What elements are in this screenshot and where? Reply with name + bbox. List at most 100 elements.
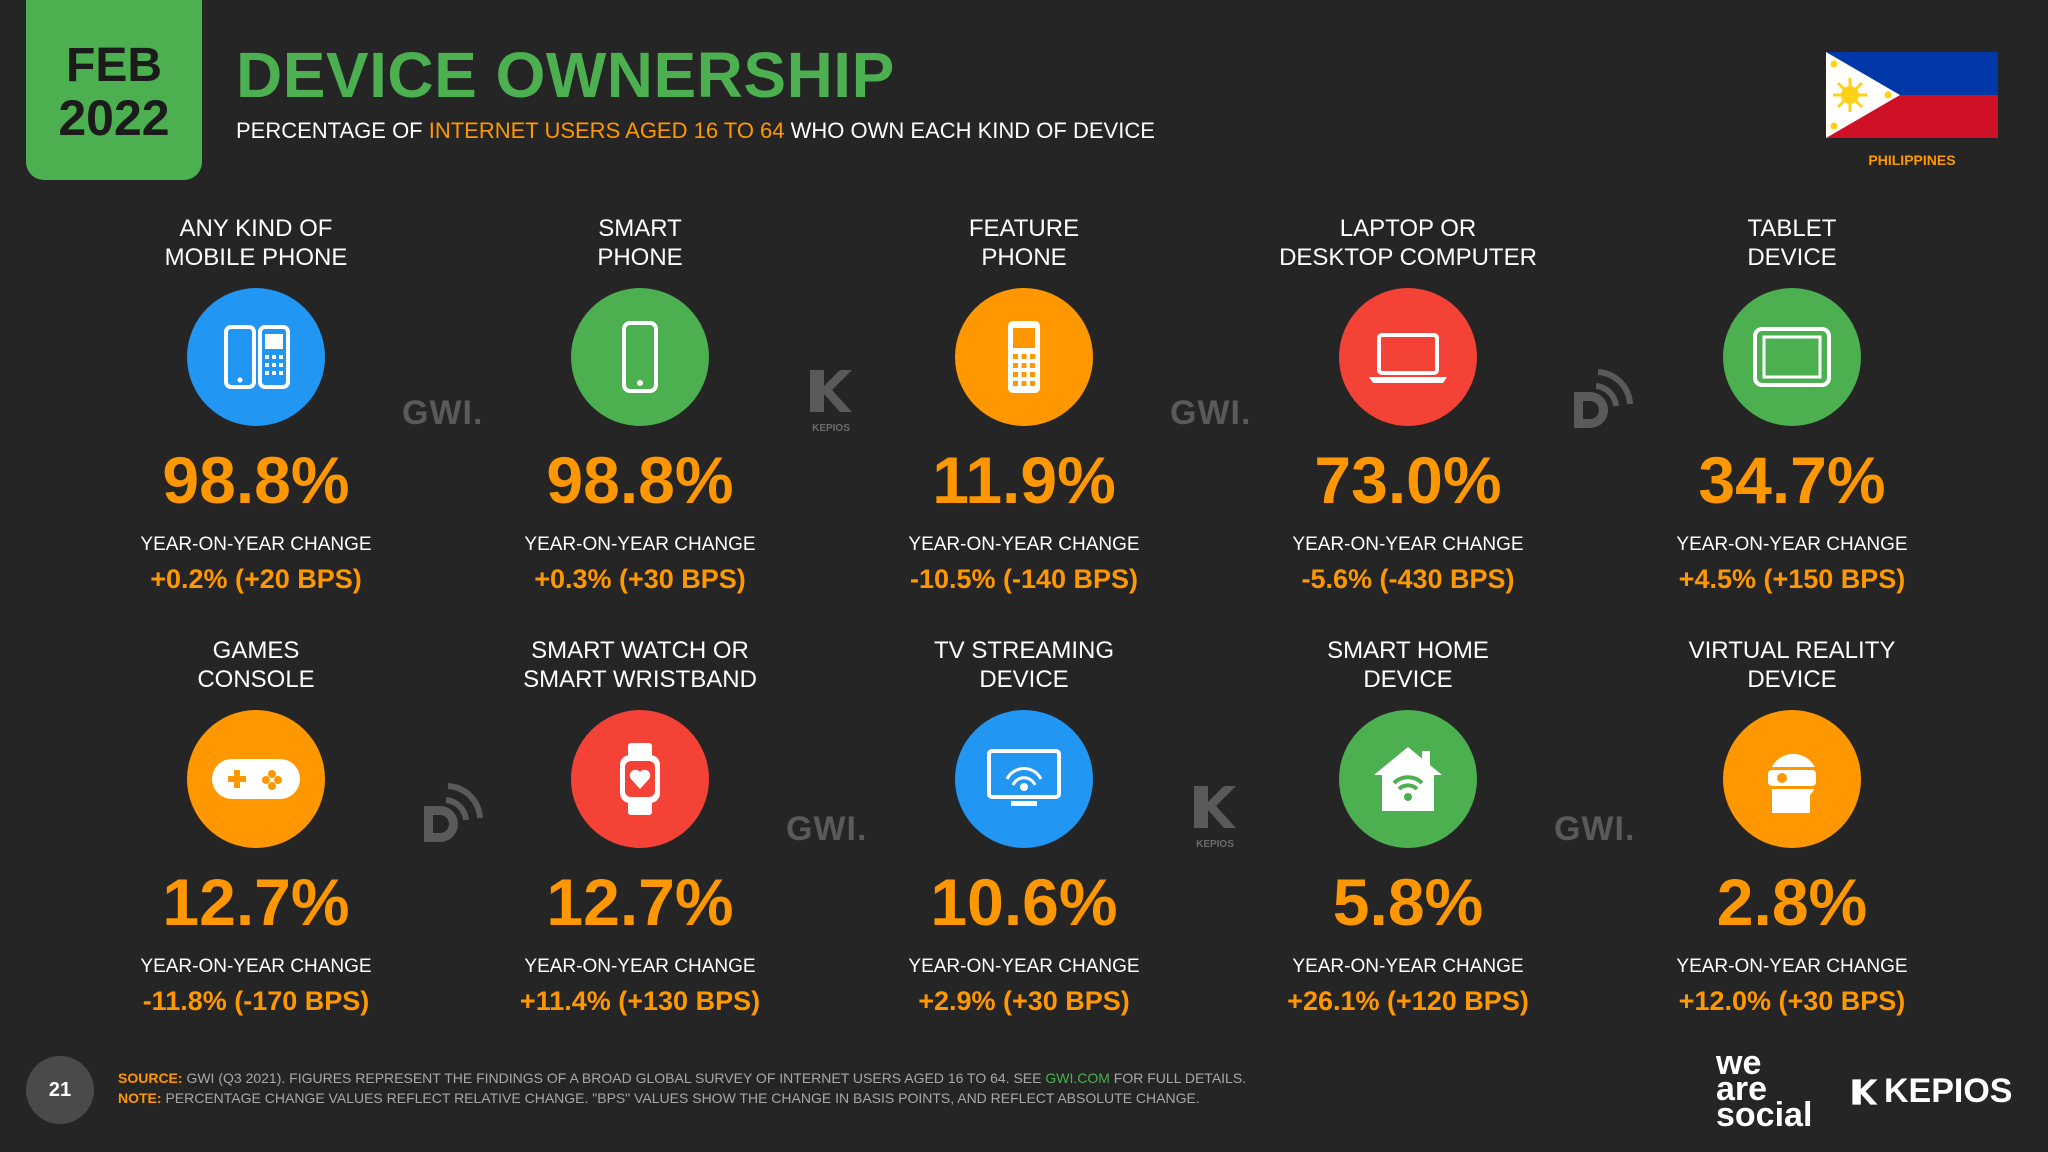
card-mobile-phone: ANY KIND OF MOBILE PHONE 98.8% YEAR-ON-Y… [64, 214, 448, 595]
kepios-watermark-text: KEPIOS [1196, 839, 1234, 850]
card-label: TABLET DEVICE [1600, 214, 1984, 272]
yoy-value: -5.6% (-430 BPS) [1301, 564, 1515, 594]
card-virtual-reality: VIRTUAL REALITY DEVICE 2.8% YEAR-ON-YEAR… [1600, 636, 1984, 1017]
card-label-line: DEVICE [1363, 666, 1453, 693]
source-key: SOURCE: [118, 1070, 183, 1086]
card-games-console: GAMES CONSOLE 12.7% YEAR-ON-YEAR CHANGE … [64, 636, 448, 1017]
card-label: SMART PHONE [448, 214, 832, 272]
yoy-label: YEAR-ON-YEAR CHANGE [524, 534, 756, 555]
card-label: SMART WATCH OR SMART WRISTBAND [448, 636, 832, 694]
card-label-line: MOBILE PHONE [164, 244, 348, 271]
card-label-line: TABLET [1747, 215, 1837, 242]
yoy-value: +0.2% (+20 BPS) [150, 564, 362, 594]
card-value: 34.7% [1698, 443, 1886, 517]
date-badge: FEB 2022 [26, 0, 202, 180]
tablet-icon [1723, 288, 1861, 426]
card-label: GAMES CONSOLE [64, 636, 448, 694]
yoy-label: YEAR-ON-YEAR CHANGE [140, 956, 372, 977]
card-label-line: PHONE [981, 244, 1067, 271]
card-smartphone: SMART PHONE 98.8% YEAR-ON-YEAR CHANGE +0… [448, 214, 832, 595]
yoy-value: -10.5% (-140 BPS) [909, 564, 1139, 594]
card-smart-watch: SMART WATCH OR SMART WRISTBAND 12.7% YEA… [448, 636, 832, 1017]
we-are-social-logo: we are social [1716, 1044, 1813, 1134]
datareportal-watermark [1570, 366, 1636, 435]
gwi-watermark: GWI. [1554, 810, 1636, 848]
gwi-watermark: GWI. [402, 394, 484, 432]
card-label: LAPTOP OR DESKTOP COMPUTER [1216, 214, 1600, 272]
card-laptop: LAPTOP OR DESKTOP COMPUTER 73.0% YEAR-ON… [1216, 214, 1600, 595]
card-label: TV STREAMING DEVICE [832, 636, 1216, 694]
card-label-line: DESKTOP COMPUTER [1279, 244, 1537, 271]
card-label: FEATURE PHONE [832, 214, 1216, 272]
yoy-label: YEAR-ON-YEAR CHANGE [908, 956, 1140, 977]
note-key: NOTE: [118, 1090, 162, 1106]
source-text-end: FOR FULL DETAILS. [1109, 1070, 1247, 1086]
yoy-label: YEAR-ON-YEAR CHANGE [1292, 534, 1524, 555]
card-label: ANY KIND OF MOBILE PHONE [64, 214, 448, 272]
yoy-value: +0.3% (+30 BPS) [534, 564, 746, 594]
card-label-line: DEVICE [1747, 666, 1837, 693]
page-number: 21 [26, 1056, 94, 1124]
card-label-line: DEVICE [1747, 244, 1837, 271]
date-year: 2022 [58, 90, 170, 146]
gwi-watermark: GWI. [786, 810, 868, 848]
card-label-line: SMART WRISTBAND [523, 666, 757, 693]
smartwatch-icon [571, 710, 709, 848]
card-value: 2.8% [1716, 865, 1868, 939]
kepios-mark-icon [1852, 1078, 1878, 1105]
kepios-watermark: KEPIOS [1190, 782, 1240, 850]
card-label-line: SMART WATCH OR [531, 637, 749, 664]
card-label-line: PHONE [597, 244, 683, 271]
subtitle-highlight: INTERNET USERS AGED 16 TO 64 [428, 118, 785, 143]
tv-streaming-icon [955, 710, 1093, 848]
card-smart-home: SMART HOME DEVICE 5.8% YEAR-ON-YEAR CHAN… [1216, 636, 1600, 1017]
card-tablet: TABLET DEVICE 34.7% YEAR-ON-YEAR CHANGE … [1600, 214, 1984, 595]
card-feature-phone: FEATURE PHONE 11.9% YEAR-ON-YEAR CHANGE … [832, 214, 1216, 595]
yoy-value: +26.1% (+120 BPS) [1287, 986, 1529, 1016]
source-note: SOURCE: GWI (Q3 2021). FIGURES REPRESENT… [118, 1070, 1246, 1086]
logo-line: social [1716, 1096, 1813, 1134]
datareportal-icon [424, 783, 483, 842]
card-label-line: DEVICE [979, 666, 1069, 693]
card-value: 73.0% [1314, 443, 1502, 517]
yoy-label: YEAR-ON-YEAR CHANGE [1292, 956, 1524, 977]
card-label-line: CONSOLE [197, 666, 315, 693]
card-value: 10.6% [930, 865, 1118, 939]
yoy-label: YEAR-ON-YEAR CHANGE [140, 534, 372, 555]
country-flag: PHILIPPINES [1826, 52, 1998, 168]
note-text: PERCENTAGE CHANGE VALUES REFLECT RELATIV… [161, 1090, 1200, 1106]
card-value: 98.8% [546, 443, 734, 517]
footnote-note: NOTE: PERCENTAGE CHANGE VALUES REFLECT R… [118, 1090, 1200, 1106]
page-title: DEVICE OWNERSHIP [236, 39, 895, 111]
card-label-line: ANY KIND OF [179, 215, 333, 242]
card-label-line: TV STREAMING [933, 637, 1114, 664]
mobile-phones-icon [187, 288, 325, 426]
subtitle-text-end: WHO OWN EACH KIND OF DEVICE [784, 118, 1155, 143]
yoy-value: +11.4% (+130 BPS) [519, 986, 761, 1016]
card-value: 5.8% [1332, 865, 1484, 939]
laptop-icon [1339, 288, 1477, 426]
logo-line: we [1716, 1044, 1762, 1082]
source-link[interactable]: GWI.COM [1045, 1070, 1110, 1086]
yoy-value: +2.9% (+30 BPS) [918, 986, 1130, 1016]
smart-home-icon [1339, 710, 1477, 848]
gwi-watermark: GWI. [1170, 394, 1252, 432]
yoy-value: +4.5% (+150 BPS) [1678, 564, 1906, 594]
yoy-label: YEAR-ON-YEAR CHANGE [524, 956, 756, 977]
card-label: SMART HOME DEVICE [1216, 636, 1600, 694]
gamepad-icon [187, 710, 325, 848]
card-tv-streaming: TV STREAMING DEVICE 10.6% YEAR-ON-YEAR C… [832, 636, 1216, 1017]
date-month: FEB [66, 39, 162, 92]
page-subtitle: PERCENTAGE OF INTERNET USERS AGED 16 TO … [236, 118, 1155, 144]
vr-headset-icon [1723, 710, 1861, 848]
card-value: 12.7% [546, 865, 734, 939]
card-value: 11.9% [932, 443, 1116, 517]
kepios-watermark: KEPIOS [806, 366, 856, 434]
card-label-line: SMART [598, 215, 682, 242]
card-value: 12.7% [162, 865, 350, 939]
source-text: GWI (Q3 2021). FIGURES REPRESENT THE FIN… [182, 1070, 1046, 1086]
smartphone-icon [571, 288, 709, 426]
kepios-watermark-text: KEPIOS [812, 423, 850, 434]
card-label-line: LAPTOP OR [1339, 215, 1477, 242]
